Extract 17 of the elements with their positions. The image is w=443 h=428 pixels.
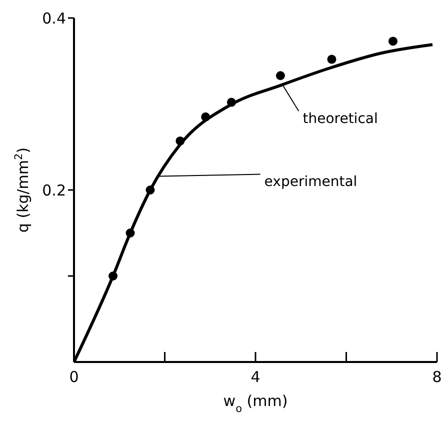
point [327,54,336,64]
annotation: experimental [264,174,358,190]
x-tick-label: 8 [432,368,442,386]
x-tick-label: 4 [250,368,260,386]
y-tick-label: 0.4 [42,9,66,28]
point [201,112,210,122]
point [388,36,398,46]
annotation: theoretical [302,111,378,128]
y-tick-label: 0.2 [42,181,66,200]
point [226,98,236,107]
point [146,186,155,194]
point [276,71,285,80]
x-axis-title: w$_{o}$ (mm) [223,392,288,415]
point [108,272,118,280]
point [176,136,185,146]
point [126,228,135,238]
x-tick-label: 0 [69,368,79,386]
